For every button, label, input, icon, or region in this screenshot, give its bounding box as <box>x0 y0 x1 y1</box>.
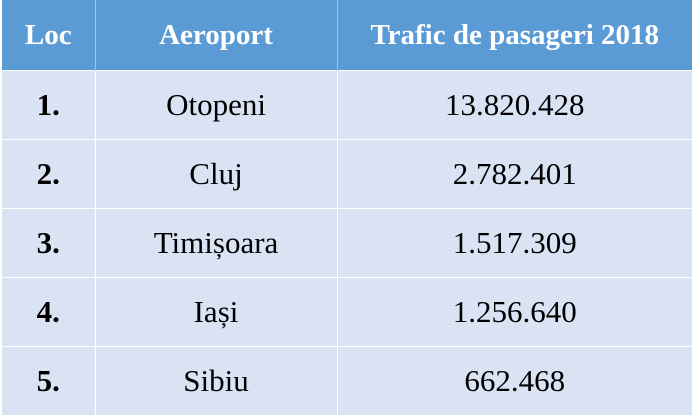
table-row: 1. Otopeni 13.820.428 <box>2 70 692 140</box>
rank-cell: 2. <box>2 139 96 209</box>
rank-cell: 5. <box>2 346 96 415</box>
traffic-cell: 662.468 <box>337 346 692 415</box>
traffic-cell: 1.517.309 <box>337 208 692 278</box>
airport-cell: Otopeni <box>95 70 338 140</box>
header-cell: Aeroport <box>95 0 338 71</box>
table-row: 5. Sibiu 662.468 <box>2 346 692 415</box>
rank-cell: 4. <box>2 277 96 347</box>
airport-cell: Iași <box>95 277 338 347</box>
table-header: Loc Aeroport Trafic de pasageri 2018 <box>2 0 692 71</box>
airport-cell: Timișoara <box>95 208 338 278</box>
table-row: 2. Cluj 2.782.401 <box>2 139 692 209</box>
rank-cell: 1. <box>2 70 96 140</box>
airport-table: Loc Aeroport Trafic de pasageri 2018 1. Oto… <box>2 0 692 415</box>
table-body: 1. Otopeni 13.820.428 2. Cluj 2.782.401 3. Timi… <box>2 70 692 415</box>
rank-cell: 3. <box>2 208 96 278</box>
traffic-cell: 2.782.401 <box>337 139 692 209</box>
table-row: 3. Timișoara 1.517.309 <box>2 208 692 278</box>
traffic-cell: 13.820.428 <box>337 70 692 140</box>
airport-cell: Sibiu <box>95 346 338 415</box>
airport-cell: Cluj <box>95 139 338 209</box>
table-row: 4. Iași 1.256.640 <box>2 277 692 347</box>
header-cell: Trafic de pasageri 2018 <box>337 0 692 71</box>
traffic-cell: 1.256.640 <box>337 277 692 347</box>
header-cell: Loc <box>2 0 96 71</box>
header-row: Loc Aeroport Trafic de pasageri 2018 <box>2 0 692 71</box>
